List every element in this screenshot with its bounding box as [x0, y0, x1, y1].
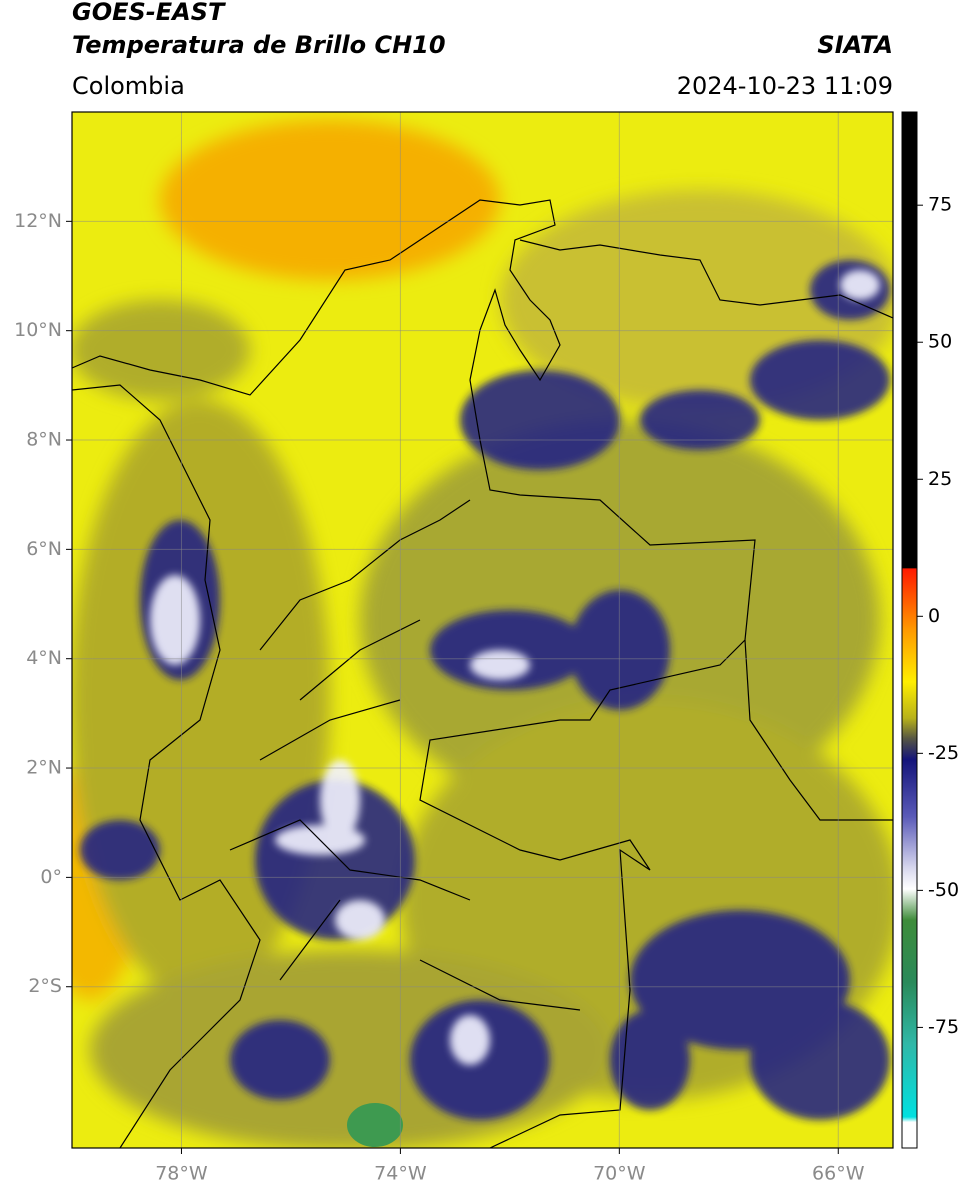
datetime: 2024-10-23 11:09	[677, 72, 893, 100]
colorbar-tick-label: 50	[928, 331, 952, 353]
colorbar-tick-label: -25	[928, 742, 959, 764]
map-imagery	[72, 112, 893, 1148]
lat-tick-label: 6°N	[26, 538, 62, 560]
source: SIATA	[817, 31, 893, 59]
colorbar-tick-label: 75	[928, 194, 952, 216]
map-frame	[71, 111, 894, 1149]
lat-tick-label: 0°	[40, 866, 62, 888]
lon-tick-label: 66°W	[812, 1163, 865, 1185]
colorbar-tick-label: 0	[928, 605, 940, 627]
lon-tick-label: 78°W	[155, 1163, 208, 1185]
lat-tick-label: 8°N	[26, 429, 62, 451]
lat-tick-label: 2°S	[28, 975, 62, 997]
grid	[72, 112, 893, 1148]
colorbar	[901, 111, 918, 1149]
lon-tick-label: 70°W	[593, 1163, 646, 1185]
lat-tick-label: 2°N	[26, 757, 62, 779]
colorbar-tick-label: 25	[928, 468, 952, 490]
lat-tick-label: 10°N	[14, 319, 62, 341]
region: Colombia	[72, 72, 185, 100]
colorbar-tick-label: -50	[928, 879, 959, 901]
lon-tick-label: 74°W	[374, 1163, 427, 1185]
subtitle: Temperatura de Brillo CH10	[72, 31, 446, 59]
colorbar-tick-label: -75	[928, 1016, 959, 1038]
title: GOES-EAST	[72, 0, 226, 26]
lat-tick-label: 12°N	[14, 210, 62, 232]
lat-tick-label: 4°N	[26, 647, 62, 669]
